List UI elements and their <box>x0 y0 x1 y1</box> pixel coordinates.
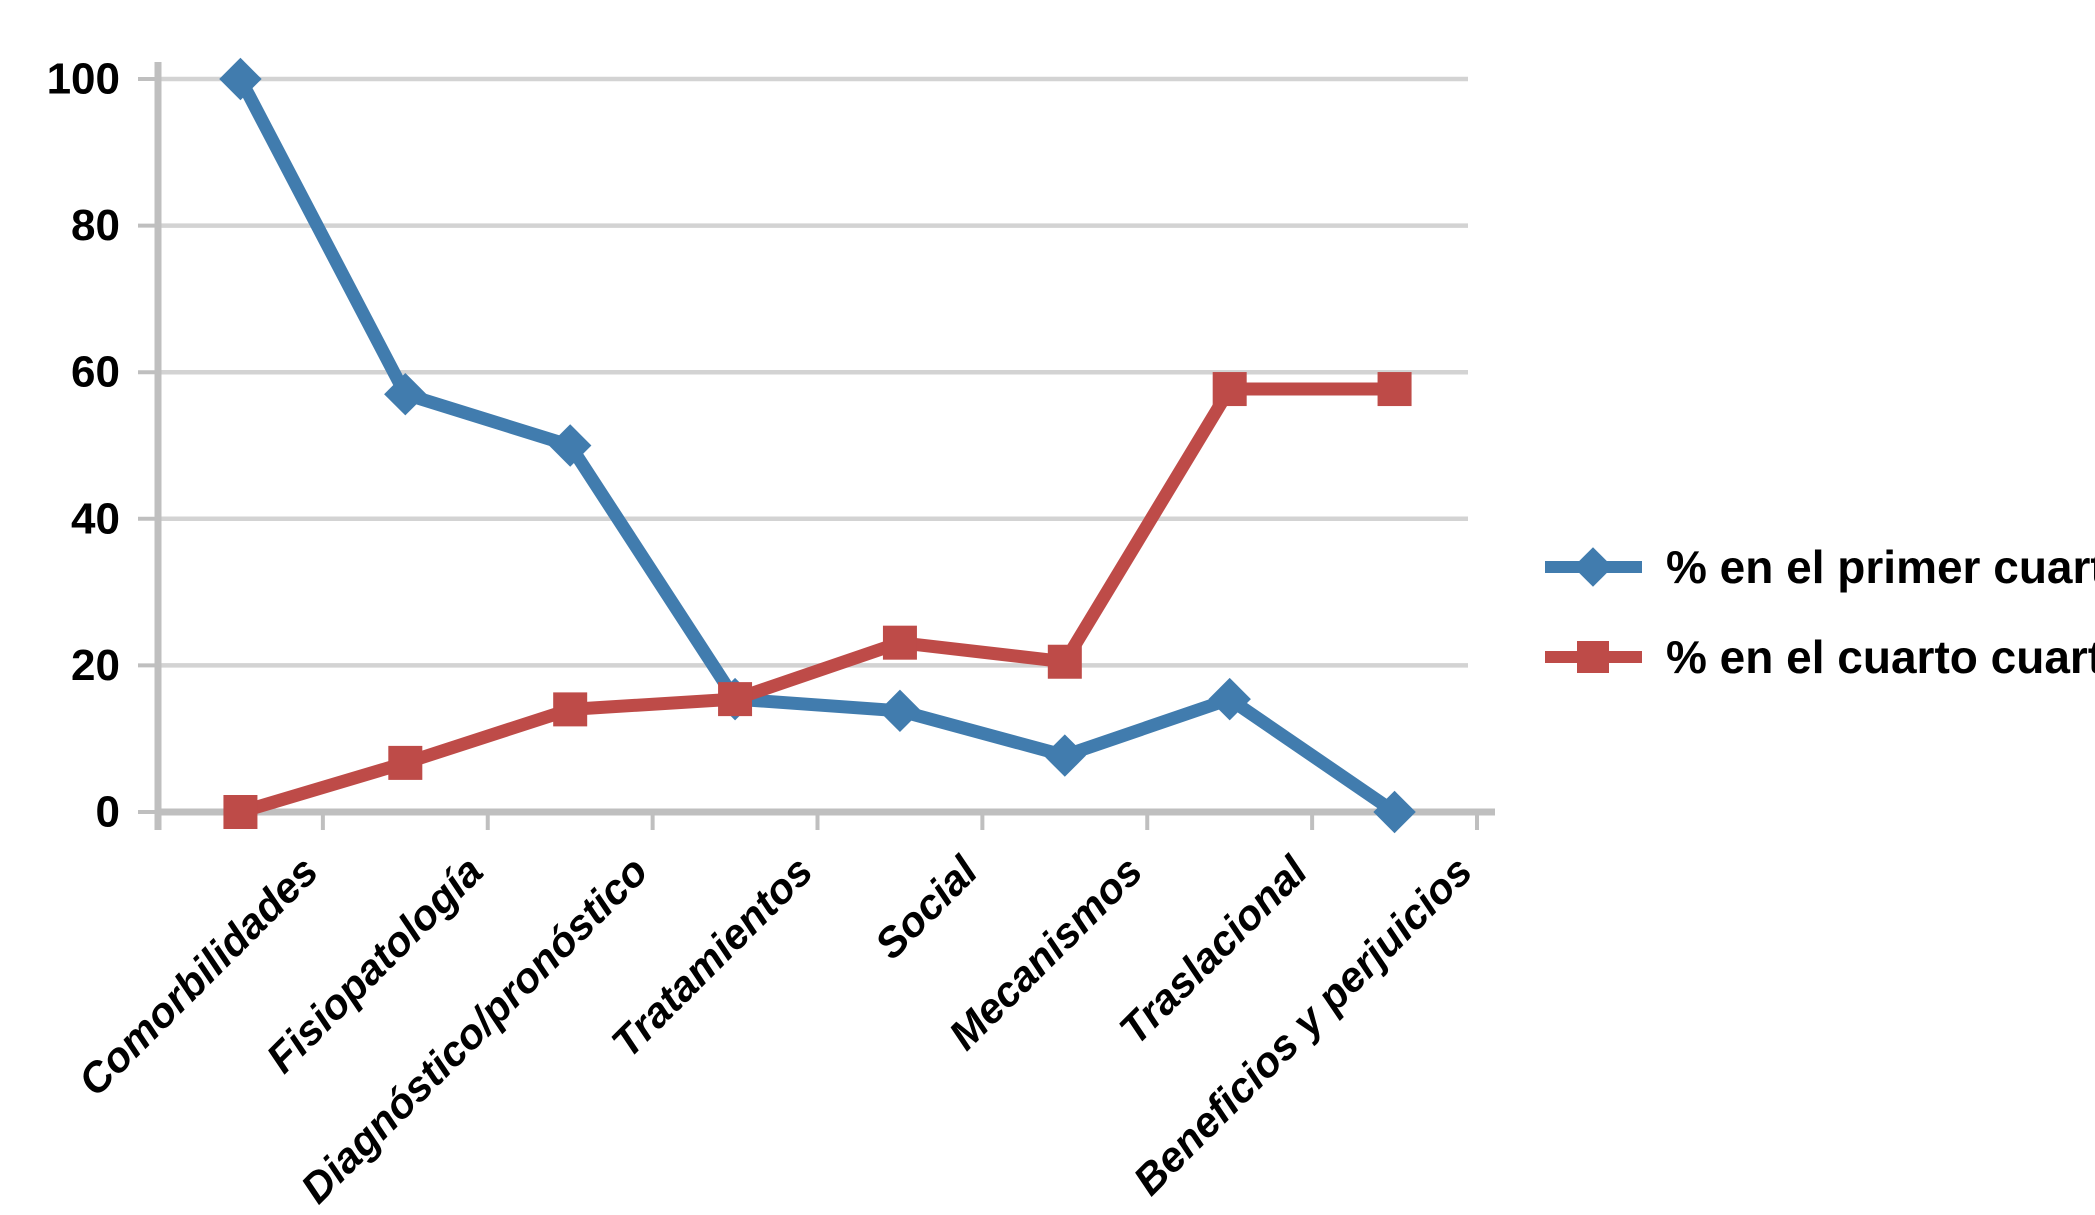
series-1-line <box>238 382 1395 819</box>
series-0-diamond-marker-icon <box>219 57 262 101</box>
x-axis-category-label: Diagnóstico/pronóstico <box>292 847 657 1212</box>
series-1-square-marker-icon <box>1047 644 1082 679</box>
series-0-diamond-marker-icon <box>384 372 427 416</box>
series-1-square-marker-icon <box>223 795 258 829</box>
y-axis-tick-label: 80 <box>71 201 120 250</box>
legend-label: % en el cuarto cuartil <box>1666 631 2095 683</box>
x-axis-category-label: Beneficios y perjuicios <box>1124 847 1481 1204</box>
series-0-diamond-marker-icon <box>1043 734 1087 777</box>
series-1-square-marker-icon <box>718 682 753 717</box>
series-1-square-marker-icon <box>553 692 588 727</box>
y-axis-tick-label: 20 <box>71 641 120 690</box>
legend-diamond-marker-icon <box>1573 547 1613 587</box>
series-0-line <box>234 75 1399 818</box>
series-0-diamond-marker-icon <box>878 689 922 733</box>
y-axis-tick-label: 0 <box>96 788 120 837</box>
series-0-diamond-marker-icon <box>1208 677 1251 721</box>
series-0-diamond-marker-icon <box>1373 790 1416 834</box>
y-axis-tick-label: 40 <box>71 494 120 543</box>
legend-label: % en el primer cuartil <box>1666 541 2095 593</box>
y-axis-tick-label: 100 <box>47 55 120 104</box>
y-axis-tick-label: 60 <box>71 348 120 397</box>
legend-square-marker-icon <box>1577 641 1609 673</box>
series-1-square-marker-icon <box>1377 372 1412 407</box>
series-1-square-marker-icon <box>388 745 423 780</box>
x-axis-category-label: Social <box>866 846 988 968</box>
series-1-square-marker-icon <box>1212 372 1247 407</box>
series-1-square-marker-icon <box>882 625 917 660</box>
